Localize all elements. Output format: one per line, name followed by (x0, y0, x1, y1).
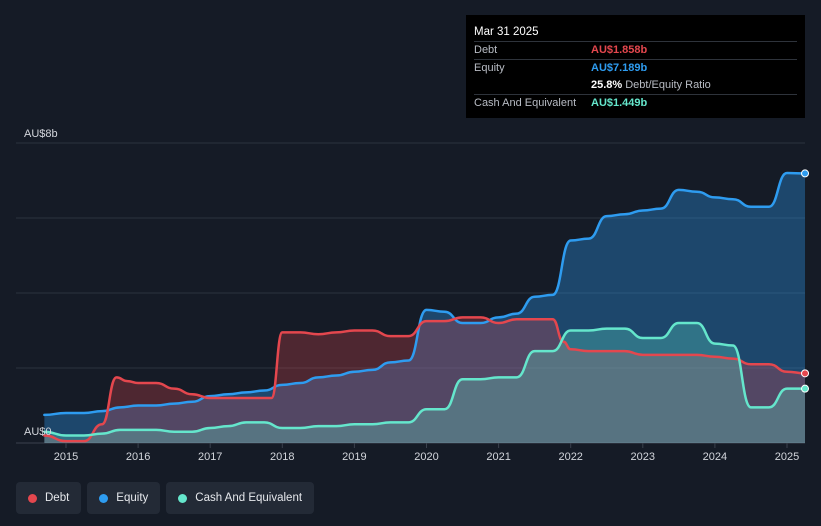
area-debt (44, 317, 806, 443)
legend-item-cash[interactable]: Cash And Equivalent (166, 482, 315, 514)
x-tick-label-2017: 2017 (198, 451, 222, 463)
tooltip-ratio-value: 25.8% (591, 79, 623, 91)
tooltip-debt-label: Debt (474, 44, 498, 56)
tooltip-row-cash: Cash And Equivalent AU$1.449b (474, 94, 797, 112)
legend-cash-label: Cash And Equivalent (195, 492, 303, 504)
area-cash-and-equivalent (44, 323, 806, 443)
x-tick-label-2023: 2023 (631, 451, 655, 463)
end-point-cash-and-equivalent (801, 384, 810, 393)
tooltip-equity-label: Equity (474, 62, 505, 74)
tooltip-equity-value: AU$7.189b (591, 62, 648, 74)
line-cash-and-equivalent (43, 321, 807, 437)
tooltip-debt-value: AU$1.858b (591, 44, 648, 56)
tooltip-row-ratio: 25.8% Debt/Equity Ratio (474, 77, 797, 94)
chart-legend: Debt Equity Cash And Equivalent (16, 482, 315, 514)
line-equity (43, 171, 807, 417)
legend-equity-label: Equity (116, 492, 149, 504)
x-tick-label-2024: 2024 (703, 451, 727, 463)
legend-cash-dot (178, 493, 188, 503)
area-equity (44, 173, 806, 443)
series-end-points (801, 169, 810, 393)
y-axis-top-label: AU$8b (24, 128, 58, 140)
x-tick-label-2015: 2015 (54, 451, 78, 463)
x-tick-label-2025: 2025 (775, 451, 799, 463)
legend-item-equity[interactable]: Equity (87, 482, 161, 514)
tooltip-row-equity: Equity AU$7.189b (474, 59, 797, 77)
tooltip-ratio-spacer (474, 77, 591, 94)
legend-debt-label: Debt (45, 492, 70, 504)
y-axis-bottom-label: AU$0 (24, 426, 52, 438)
tooltip-row-debt: Debt AU$1.858b (474, 41, 797, 59)
legend-equity-dot (99, 493, 109, 503)
series-lines (43, 171, 807, 443)
x-tick-label-2020: 2020 (414, 451, 438, 463)
x-tick-label-2019: 2019 (342, 451, 366, 463)
x-tick-label-2022: 2022 (558, 451, 582, 463)
x-tick-label-2021: 2021 (486, 451, 510, 463)
line-debt (43, 316, 807, 443)
tooltip-date: Mar 31 2025 (474, 26, 539, 38)
x-axis: 2015 2016 2017 2018 2019 2020 2021 2022 2023 2024… (54, 443, 799, 463)
tooltip-cash-label: Cash And Equivalent (474, 97, 577, 109)
x-tick-label-2016: 2016 (126, 451, 150, 463)
series-areas (44, 173, 806, 443)
tooltip-ratio-label: Debt/Equity Ratio (625, 79, 711, 91)
legend-item-debt[interactable]: Debt (16, 482, 82, 514)
grid-lines (16, 142, 805, 444)
end-point-equity (801, 169, 810, 178)
tooltip-panel: Mar 31 2025 Debt AU$1.858b Equity AU$7.1… (466, 15, 805, 118)
legend-debt-dot (28, 493, 37, 503)
end-point-debt (801, 369, 810, 378)
x-tick-label-2018: 2018 (270, 451, 294, 463)
tooltip-cash-value: AU$1.449b (591, 97, 648, 109)
